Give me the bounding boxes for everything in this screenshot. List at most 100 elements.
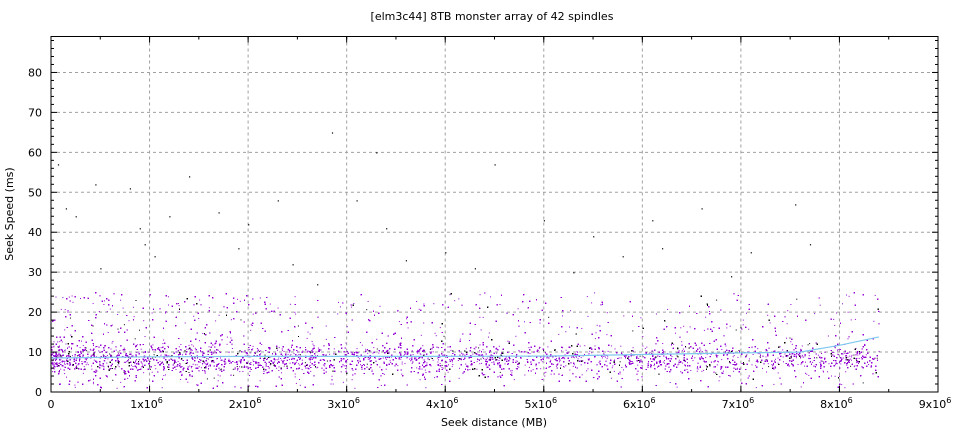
data-point: [261, 344, 263, 345]
data-point: [57, 346, 59, 348]
data-point: [67, 355, 69, 357]
data-point: [419, 379, 421, 381]
data-point: [283, 351, 285, 352]
data-point: [214, 350, 216, 352]
data-point: [559, 361, 561, 363]
data-point: [338, 301, 339, 303]
data-point: [518, 366, 520, 368]
data-point: [189, 375, 191, 377]
data-point: [623, 315, 625, 317]
data-point: [682, 348, 684, 350]
data-point: [769, 322, 771, 324]
data-point: [390, 361, 392, 363]
data-point: [120, 381, 122, 383]
data-point: [63, 361, 65, 362]
data-point: [777, 357, 779, 359]
data-point: [451, 361, 453, 363]
data-point: [457, 358, 459, 359]
data-point: [856, 362, 858, 364]
data-point: [401, 363, 403, 365]
data-point: [163, 375, 165, 376]
data-point: [610, 345, 612, 347]
data-point: [853, 354, 855, 356]
data-point: [64, 349, 66, 351]
data-point: [425, 387, 427, 389]
data-point: [190, 355, 192, 357]
data-point: [200, 351, 202, 353]
data-point: [808, 357, 810, 359]
data-point: [162, 343, 164, 345]
data-point: [472, 353, 474, 355]
data-point: [164, 354, 166, 356]
data-point: [736, 363, 738, 365]
data-point: [480, 329, 482, 331]
data-point: [199, 361, 201, 363]
data-point: [550, 359, 552, 361]
data-point: [581, 328, 583, 329]
data-point: [479, 350, 481, 352]
data-point: [461, 352, 463, 354]
data-point: [786, 323, 788, 325]
data-point: [532, 369, 534, 371]
data-point: [206, 378, 208, 380]
data-point: [74, 356, 76, 358]
data-point: [138, 351, 140, 353]
data-point: [795, 347, 797, 349]
data-point: [545, 371, 547, 373]
data-point: [864, 343, 866, 345]
data-point: [800, 348, 802, 350]
data-point: [102, 365, 104, 367]
data-point: [587, 315, 589, 317]
data-point: [289, 362, 291, 364]
data-point: [570, 310, 572, 312]
data-point: [745, 355, 747, 357]
data-point: [837, 350, 839, 352]
data-point: [401, 373, 403, 375]
data-point: [186, 348, 188, 350]
data-point: [580, 357, 582, 359]
data-point: [478, 359, 480, 361]
data-point: [632, 347, 634, 349]
data-point: [272, 361, 274, 363]
data-point: [380, 385, 382, 386]
data-point: [478, 347, 480, 349]
data-point: [366, 363, 368, 365]
data-point: [804, 365, 806, 367]
data-point: [808, 374, 810, 376]
data-point: [835, 364, 837, 366]
data-point: [448, 364, 449, 366]
data-point: [510, 370, 512, 372]
data-point: [803, 356, 805, 358]
data-point: [767, 363, 769, 365]
data-point: [552, 363, 554, 365]
data-point: [202, 333, 204, 334]
data-point: [282, 361, 284, 363]
data-point: [60, 348, 62, 350]
data-point: [90, 349, 92, 351]
data-point: [340, 371, 342, 373]
data-point: [177, 350, 179, 352]
data-point: [209, 364, 211, 366]
data-point: [56, 362, 58, 364]
data-point: [309, 333, 311, 335]
data-point: [228, 358, 230, 360]
data-point: [276, 367, 278, 369]
data-point: [696, 370, 698, 372]
data-point: [840, 363, 842, 365]
data-point: [535, 365, 537, 367]
data-point: [873, 320, 875, 322]
data-point: [345, 371, 347, 373]
data-point: [563, 366, 564, 367]
data-point: [473, 347, 475, 349]
data-point: [404, 363, 406, 365]
data-point: [807, 344, 809, 346]
data-point: [637, 364, 639, 366]
data-point: [125, 361, 127, 363]
data-point: [154, 365, 156, 366]
data-point: [229, 362, 231, 364]
data-point: [748, 358, 750, 360]
data-point: [439, 327, 441, 329]
data-point: [499, 304, 501, 305]
data-point: [269, 303, 271, 305]
data-point: [234, 362, 236, 363]
